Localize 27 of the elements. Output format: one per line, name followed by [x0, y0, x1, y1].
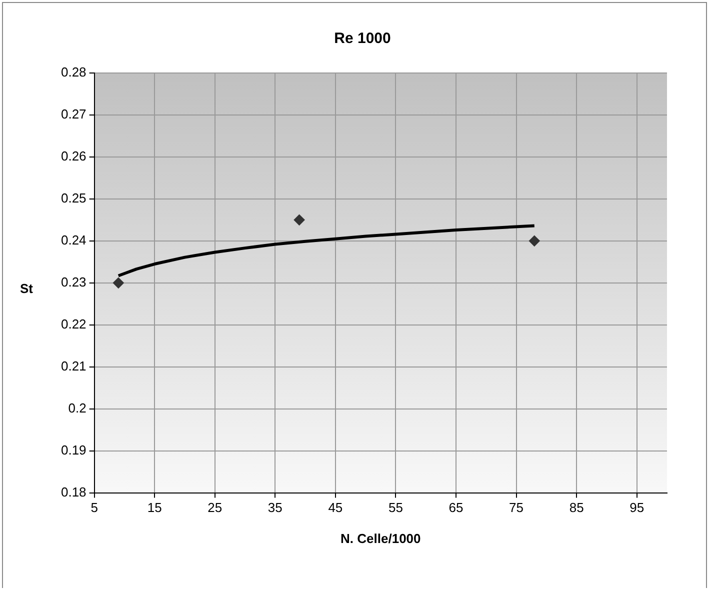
x-tick-label: 85 — [569, 500, 584, 516]
y-axis-title: St — [20, 281, 33, 296]
y-tick-label: 0.21 — [60, 358, 86, 374]
x-tick-label: 95 — [630, 500, 644, 516]
y-tick-label: 0.24 — [60, 232, 86, 248]
x-tick-label: 55 — [388, 500, 403, 516]
y-tick-label: 0.22 — [60, 316, 86, 332]
x-tick-label: 15 — [147, 500, 162, 516]
point — [528, 235, 540, 246]
y-tick-label: 0.26 — [60, 148, 86, 164]
x-tick-label: 5 — [90, 500, 98, 516]
y-tick-label: 0.18 — [60, 484, 86, 500]
chart-title: Re 1000 — [334, 30, 391, 48]
x-tick-label: 45 — [328, 500, 343, 516]
y-tick-label: 0.23 — [60, 274, 86, 290]
y-tick-label: 0.28 — [60, 64, 86, 80]
point — [294, 214, 305, 226]
x-tick-label: 35 — [268, 500, 282, 516]
x-axis-title: N. Celle/1000 — [340, 530, 421, 546]
x-tick-label: 65 — [448, 500, 464, 516]
point — [112, 277, 124, 288]
x-tick-label: 25 — [208, 500, 222, 516]
y-tick-label: 0.19 — [60, 442, 86, 458]
y-tick-label: 0.25 — [60, 190, 86, 206]
y-tick-label: 0.27 — [60, 106, 86, 122]
x-tick-label: 75 — [509, 500, 524, 516]
y-tick-label: 0.2 — [68, 400, 86, 416]
